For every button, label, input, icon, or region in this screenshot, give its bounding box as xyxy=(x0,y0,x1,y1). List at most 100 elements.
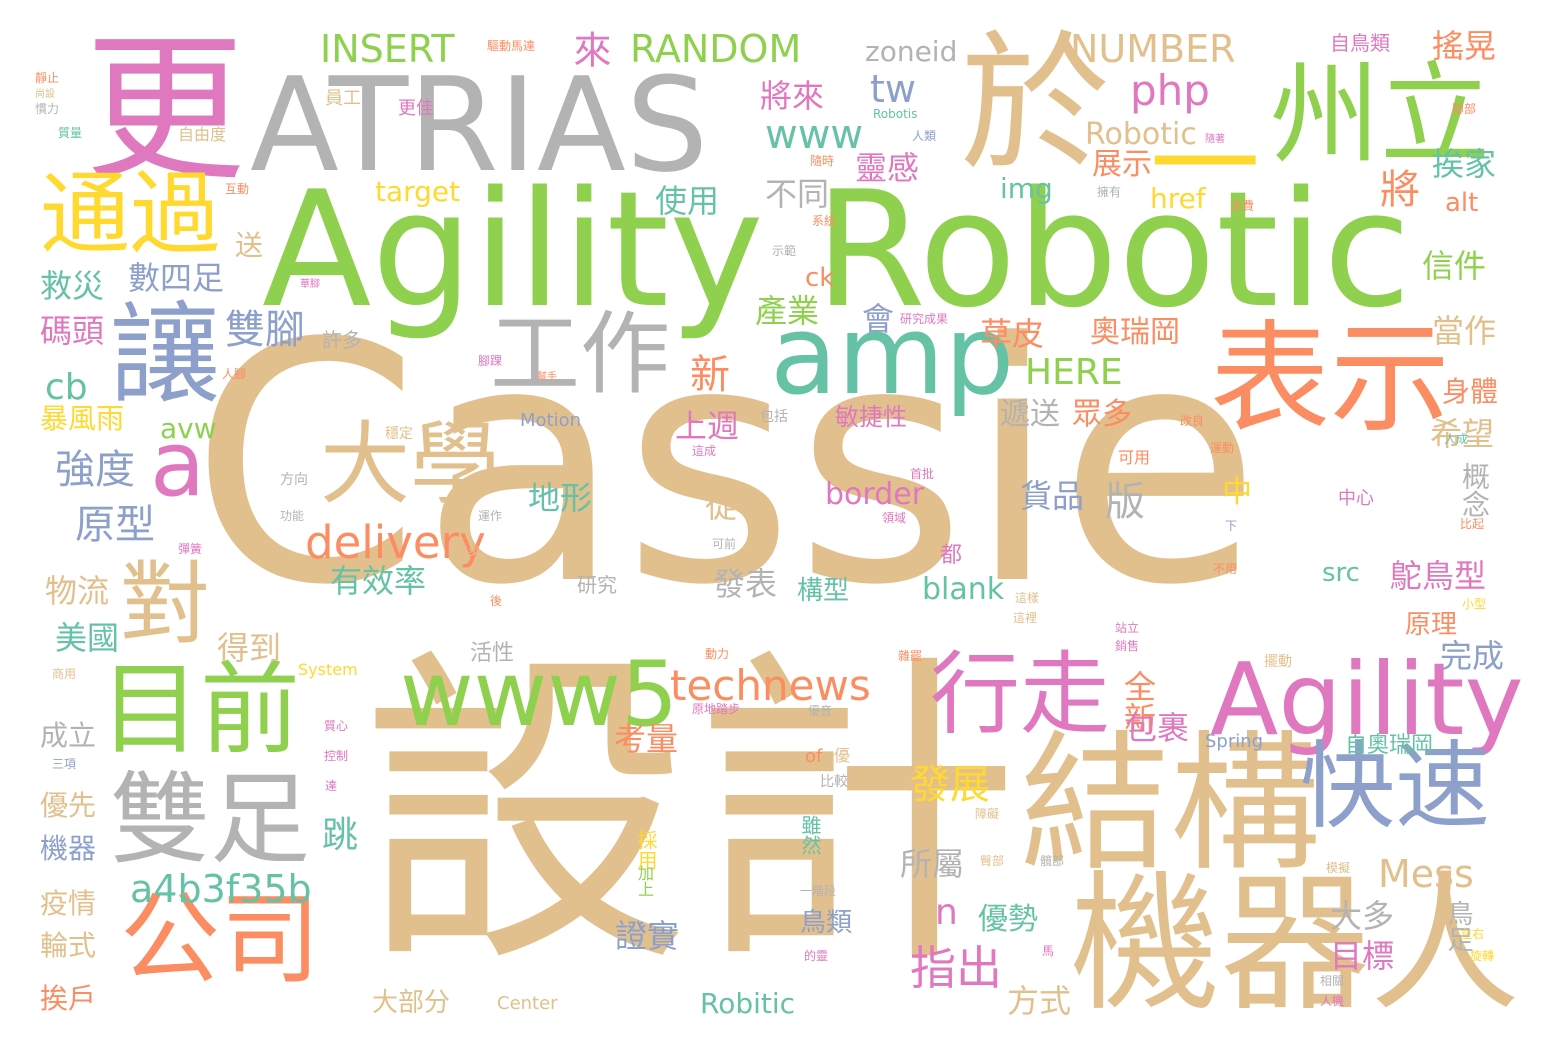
word-point-out: 指出 xyxy=(910,941,1002,995)
word-hope: 希望 xyxy=(1430,415,1495,453)
word-target: target xyxy=(375,175,461,208)
word-src: src xyxy=(1322,558,1360,588)
word-usa: 美國 xyxy=(55,619,120,657)
word-principle: 原理 xyxy=(1405,610,1458,640)
word-system: System xyxy=(298,660,358,679)
word-hip: 臀部 xyxy=(980,854,1005,868)
word-stepping: 原地踏步 xyxy=(692,702,741,716)
word-quadruped: 數四足 xyxy=(128,259,225,297)
word-strength: 強度 xyxy=(55,447,135,493)
word-publish: 發表 xyxy=(713,565,778,603)
word-after: 後 xyxy=(490,594,503,608)
word-consider: 考量 xyxy=(614,720,679,758)
word-commercial: 商用 xyxy=(52,667,77,681)
word-complete: 完成 xyxy=(1440,637,1505,675)
word-rang: 讓 xyxy=(110,291,220,419)
word-operate: 運作 xyxy=(478,509,503,523)
word-establish: 成立 xyxy=(40,719,97,752)
word-human: 人類 xyxy=(912,129,937,143)
word-href: href xyxy=(1150,182,1206,215)
word-small: 小型 xyxy=(1462,597,1487,611)
word-compare: 比較 xyxy=(820,774,848,790)
word-with: 隨著 xyxy=(1205,134,1225,145)
word-walk: 行走 xyxy=(930,642,1110,747)
word-border: border xyxy=(825,477,925,512)
word-delivery: delivery xyxy=(305,516,486,569)
word-amp: amp xyxy=(770,291,1015,419)
word-fast: 快速 xyxy=(1300,732,1491,842)
word-mostly: 大多 xyxy=(1330,897,1395,935)
word-da: 達 xyxy=(325,779,338,793)
word-feet: 雙腳 xyxy=(225,307,305,353)
word-kegian: 可前 xyxy=(712,537,737,551)
word-oregon: 奧瑞岡 xyxy=(1090,315,1180,350)
word-university: 大學 xyxy=(320,412,500,517)
word-human-foot: 人腳 xyxy=(222,367,247,381)
word-deliver: 遞送 xyxy=(1000,397,1060,432)
word-sport: 運動 xyxy=(1210,441,1235,455)
word-although: 雖然 xyxy=(798,815,822,855)
word-through: 通過 xyxy=(40,162,220,267)
word-demo: 示範 xyxy=(772,244,797,258)
word-turf: 草皮 xyxy=(980,315,1045,353)
word-atrias: ATRIAS xyxy=(250,49,709,201)
word-different: 不同 xyxy=(765,175,830,213)
word-birds: 鳥類 xyxy=(800,908,853,938)
word-www: www xyxy=(765,112,864,158)
word-most: 大部分 xyxy=(372,988,451,1018)
word-center-cn: 中心 xyxy=(1338,488,1374,509)
word-foot-part: 腳部 xyxy=(1452,102,1477,116)
word-stable: 穩定 xyxy=(385,426,413,442)
word-logistics: 物流 xyxy=(45,572,110,610)
word-left-right: 左右 xyxy=(1460,927,1485,941)
word-a4b3f35b: a4b3f35b xyxy=(130,867,312,911)
word-hui: 會 xyxy=(862,300,895,338)
word-household: 挨戶 xyxy=(40,982,97,1015)
word-state: 州立 xyxy=(1270,51,1490,179)
word-ck: ck xyxy=(805,263,835,293)
word-package: 包裹 xyxy=(1125,709,1190,747)
word-confirm: 證實 xyxy=(615,917,680,955)
word-system-cn: 系統 xyxy=(812,214,837,228)
word-jiang: 將 xyxy=(1380,167,1420,213)
word-related: 相關 xyxy=(1320,974,1345,988)
word-number: NUMBER xyxy=(1070,27,1236,71)
word-zoneid: zoneid xyxy=(865,35,958,68)
word-machine: 機器 xyxy=(40,832,97,865)
word-priority: 優先 xyxy=(40,789,97,822)
word-kuan-bu: 髖部 xyxy=(1040,854,1065,868)
word-www5: www5 xyxy=(400,642,679,747)
word-php: php xyxy=(1130,66,1210,115)
word-adopt: 採用 xyxy=(634,830,658,870)
word-power: 動力 xyxy=(705,647,730,661)
word-industry: 產業 xyxy=(755,292,820,330)
word-robotic: Robotic xyxy=(1085,117,1197,152)
word-run: 跑步 xyxy=(456,544,481,558)
word-company: 公司 xyxy=(120,881,320,998)
word-ostrich: 鴕鳥型 xyxy=(1390,557,1487,595)
word-send: 送 xyxy=(235,229,264,262)
word-agility-cn: 敏捷性 xyxy=(835,403,907,431)
word-version: 版 xyxy=(1105,479,1145,525)
word-structure: 結構 xyxy=(1020,718,1321,892)
word-technews: technews xyxy=(670,661,871,710)
word-bird-foot: 鳥足 xyxy=(1443,900,1473,952)
word-many: 許多 xyxy=(322,328,362,352)
word-yu: 於 xyxy=(960,18,1111,192)
word-improve: 改良 xyxy=(1180,414,1205,428)
word-compared: 比起 xyxy=(1460,517,1485,531)
word-lai: 來 xyxy=(567,30,611,68)
word-from-oregon: 自奧瑞岡 xyxy=(1345,733,1434,758)
word-better: 更佳 xyxy=(398,98,434,119)
word-cassie: Cassie xyxy=(190,273,1262,657)
word-direction: 方向 xyxy=(280,472,308,488)
word-method: 方式 xyxy=(1007,982,1072,1020)
word-human-machine: 人機 xyxy=(1320,994,1345,1008)
word-pandemic: 疫情 xyxy=(40,887,97,920)
word-advantage: 優勢 xyxy=(978,902,1038,937)
word-ankle: 腳踝 xyxy=(478,354,503,368)
word-here: HERE xyxy=(1025,352,1123,393)
word-cb: cb xyxy=(45,367,88,408)
word-control: 控制 xyxy=(324,749,349,763)
